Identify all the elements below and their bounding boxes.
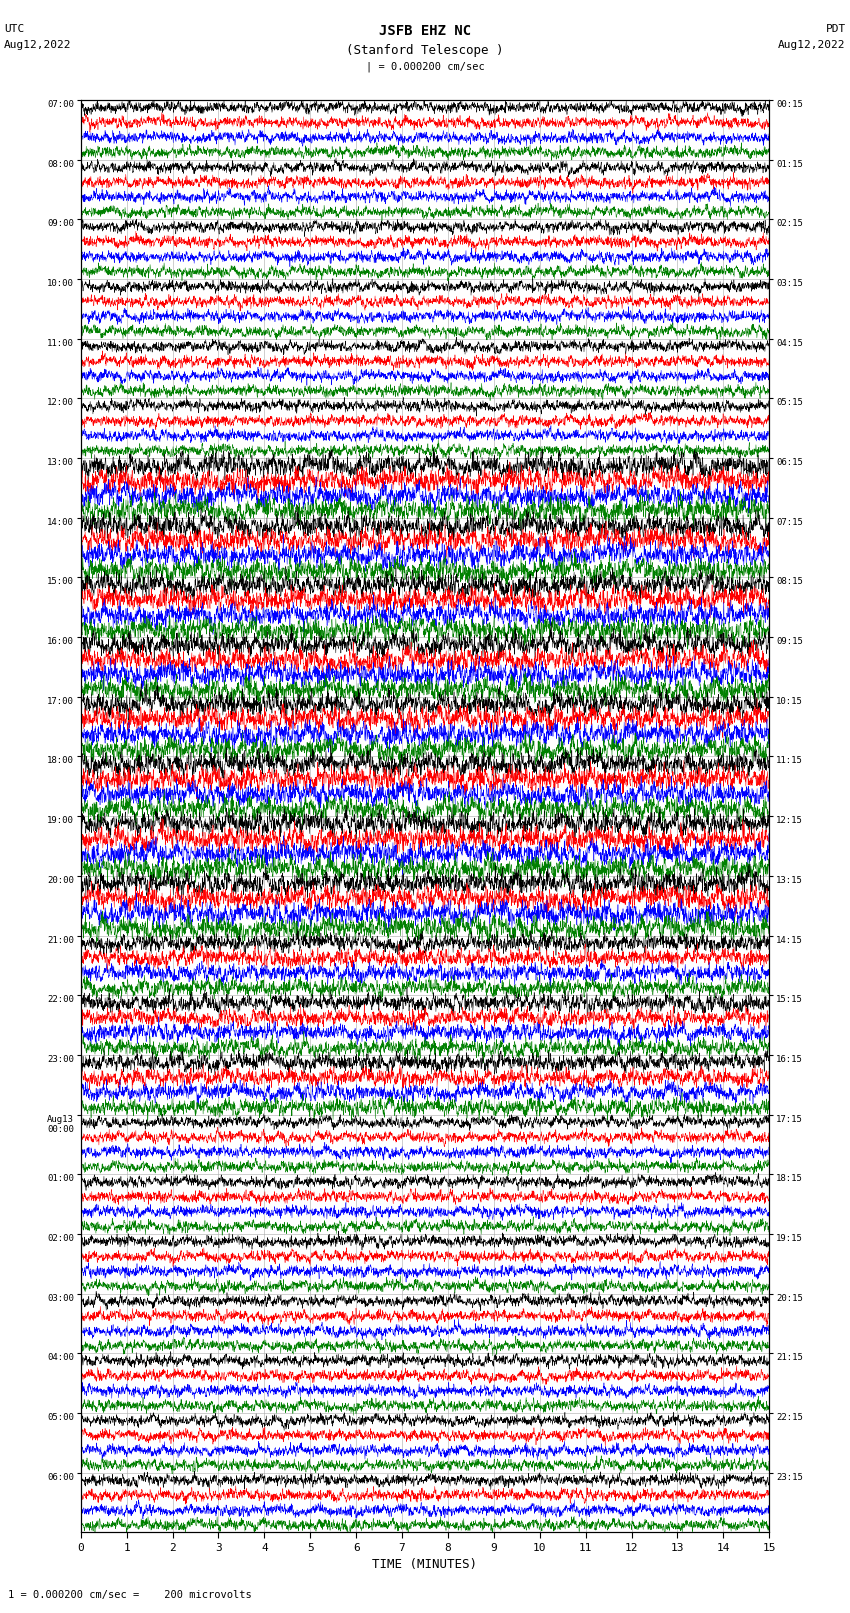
Text: JSFB EHZ NC: JSFB EHZ NC — [379, 24, 471, 39]
Text: Aug12,2022: Aug12,2022 — [4, 40, 71, 50]
Text: PDT: PDT — [825, 24, 846, 34]
Text: Aug12,2022: Aug12,2022 — [779, 40, 846, 50]
X-axis label: TIME (MINUTES): TIME (MINUTES) — [372, 1558, 478, 1571]
Text: (Stanford Telescope ): (Stanford Telescope ) — [346, 44, 504, 56]
Text: 1 = 0.000200 cm/sec =    200 microvolts: 1 = 0.000200 cm/sec = 200 microvolts — [8, 1590, 252, 1600]
Text: UTC: UTC — [4, 24, 25, 34]
Text: | = 0.000200 cm/sec: | = 0.000200 cm/sec — [366, 61, 484, 73]
